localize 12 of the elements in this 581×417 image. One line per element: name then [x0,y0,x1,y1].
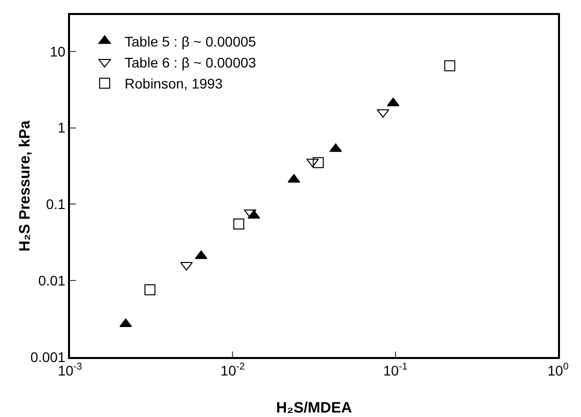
y-tick-label: 0.01 [38,272,66,289]
x-axis-title: H₂S/MDEA [276,400,352,416]
x-tick-label: 10$^{-2}$ [220,362,245,379]
y-tick-label: 1 [58,120,66,136]
legend-label: Table 6 : β ~ 0.00003 [124,54,256,71]
x-tick-label: 10$^{-1}$ [383,362,408,379]
legend-label: Table 5 : β ~ 0.00005 [124,33,256,50]
y-axis-title: H₂S Pressure, kPa [16,120,34,252]
y-tick-label: 0.1 [46,196,66,212]
y-tick-label: 10 [50,43,66,60]
x-tick-label: 10$^{0}$ [547,362,570,379]
legend-label: Robinson, 1993 [124,76,223,92]
